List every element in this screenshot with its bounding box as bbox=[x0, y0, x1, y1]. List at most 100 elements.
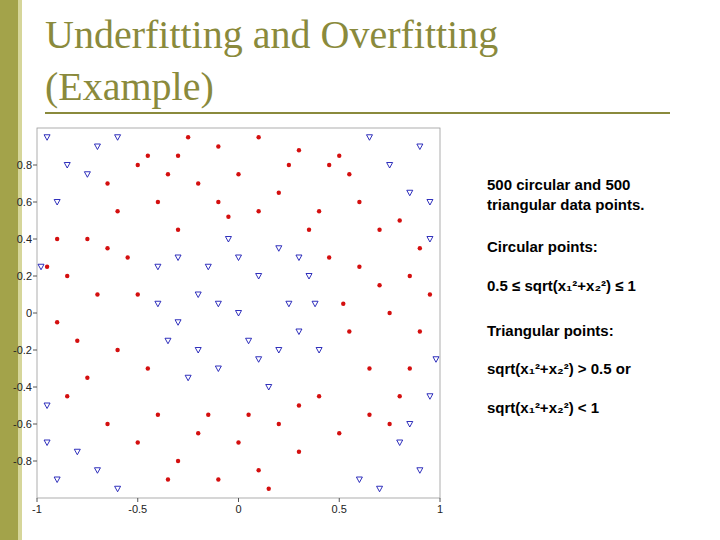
slide: Underfitting and Overfitting(Example)-1-… bbox=[0, 0, 720, 540]
point bbox=[105, 246, 109, 250]
slide-text: 0.5 ≤ sqrt(x₁²+x₂²) ≤ 1 bbox=[487, 277, 636, 294]
y-tick-label: 0.4 bbox=[17, 233, 32, 245]
point bbox=[286, 301, 292, 307]
point bbox=[357, 265, 361, 269]
point bbox=[256, 468, 260, 472]
point bbox=[85, 237, 89, 241]
point bbox=[55, 237, 59, 241]
point bbox=[347, 329, 351, 333]
page: {"slide":{"title":["Underfitting and Ove… bbox=[0, 0, 720, 540]
point bbox=[115, 486, 121, 492]
y-tick-label: -0.8 bbox=[13, 455, 32, 467]
y-tick-label: -0.2 bbox=[13, 344, 32, 356]
point bbox=[85, 376, 89, 380]
x-tick bbox=[37, 498, 38, 502]
x-tick bbox=[238, 498, 239, 502]
y-tick-label: 0 bbox=[26, 307, 32, 319]
point bbox=[205, 264, 211, 270]
point bbox=[115, 135, 121, 141]
point bbox=[266, 385, 272, 391]
point bbox=[256, 135, 260, 139]
point bbox=[136, 163, 140, 167]
point bbox=[215, 366, 221, 372]
point bbox=[407, 190, 413, 196]
point bbox=[38, 264, 44, 270]
point bbox=[341, 302, 345, 306]
point bbox=[54, 200, 60, 206]
point bbox=[297, 403, 301, 407]
point bbox=[185, 375, 191, 381]
y-tick-label: -0.4 bbox=[13, 381, 32, 393]
x-tick bbox=[339, 498, 340, 502]
point bbox=[216, 144, 220, 148]
point bbox=[367, 366, 371, 370]
point bbox=[306, 274, 312, 280]
point bbox=[377, 228, 381, 232]
x-tick-label: -0.5 bbox=[128, 503, 147, 515]
point bbox=[196, 431, 200, 435]
point bbox=[277, 422, 281, 426]
point bbox=[136, 440, 140, 444]
point bbox=[312, 301, 318, 307]
point bbox=[125, 255, 129, 259]
point bbox=[297, 450, 301, 454]
point bbox=[226, 215, 230, 219]
point bbox=[377, 283, 381, 287]
point bbox=[65, 394, 69, 398]
slide-text: Triangular points: bbox=[487, 322, 614, 339]
point bbox=[256, 357, 262, 363]
y-tick bbox=[33, 202, 37, 203]
point bbox=[155, 264, 161, 270]
point bbox=[317, 209, 321, 213]
point bbox=[277, 191, 281, 195]
point bbox=[387, 422, 391, 426]
point bbox=[176, 459, 180, 463]
point bbox=[165, 338, 171, 344]
point bbox=[418, 329, 422, 333]
point bbox=[236, 440, 240, 444]
point bbox=[427, 237, 433, 243]
slide-text: 500 circular and 500 bbox=[487, 176, 630, 193]
point bbox=[276, 348, 282, 354]
point bbox=[75, 339, 79, 343]
point bbox=[246, 338, 252, 344]
y-tick bbox=[33, 239, 37, 240]
point bbox=[256, 274, 262, 280]
y-tick-label: -0.6 bbox=[13, 418, 32, 430]
y-tick bbox=[33, 165, 37, 166]
point bbox=[236, 311, 242, 317]
point bbox=[186, 135, 190, 139]
point bbox=[215, 301, 221, 307]
point bbox=[65, 274, 69, 278]
point bbox=[175, 255, 181, 261]
point bbox=[105, 181, 109, 185]
point bbox=[417, 468, 423, 474]
point bbox=[44, 403, 50, 409]
point bbox=[398, 218, 402, 222]
point bbox=[176, 228, 180, 232]
point bbox=[317, 394, 321, 398]
point bbox=[176, 154, 180, 158]
point bbox=[296, 329, 302, 335]
marks bbox=[38, 135, 439, 492]
point bbox=[44, 135, 50, 141]
point bbox=[136, 292, 140, 296]
point bbox=[417, 144, 423, 150]
point bbox=[115, 348, 119, 352]
point bbox=[407, 422, 413, 428]
slide-text: sqrt(x₁²+x₂²) < 1 bbox=[487, 399, 599, 416]
point bbox=[94, 468, 100, 474]
y-tick bbox=[33, 276, 37, 277]
point bbox=[296, 255, 302, 261]
point bbox=[94, 144, 100, 150]
point bbox=[156, 413, 160, 417]
point bbox=[327, 163, 331, 167]
y-tick bbox=[33, 424, 37, 425]
point bbox=[398, 394, 402, 398]
point bbox=[256, 209, 260, 213]
slide-text: triangular data points. bbox=[487, 196, 645, 213]
point bbox=[397, 440, 403, 446]
x-tick bbox=[440, 498, 441, 502]
point bbox=[195, 292, 201, 298]
point bbox=[236, 172, 240, 176]
